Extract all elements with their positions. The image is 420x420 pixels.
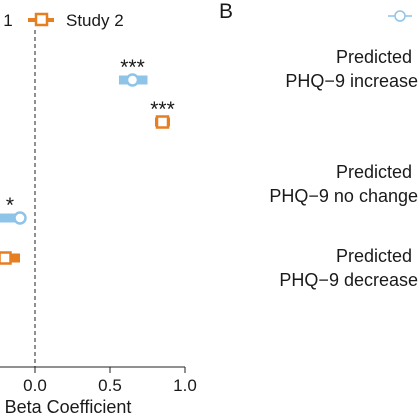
significance-stars: *** [120,56,145,79]
x-tick-label: 0.0 [23,376,47,395]
legend-marker-study-2 [34,12,49,27]
x-tick-label: 1.0 [173,376,197,395]
legend-marker-study-1-b [394,10,406,22]
significance-stars: * [6,194,14,217]
row-label-line-2: PHQ−9 decrease [279,270,418,290]
panel-b: B Predicted PHQ−9 increase Predicted PHQ−9 n… [219,0,418,290]
row-label-line-1: Predicted [336,162,412,182]
point-estimate-square [155,115,170,129]
point-estimate-circle [13,211,27,225]
row-label-line-2: PHQ−9 no change [269,186,418,206]
x-axis-title: Beta Coefficient [5,397,132,417]
panel-b-label: B [219,0,233,23]
x-tick-label: 0.5 [98,376,122,395]
legend-label-study-1: y 1 [0,11,13,30]
point-estimate-circle [125,73,140,87]
point-estimate-square [0,251,12,265]
row-label-line-1: Predicted [336,47,412,67]
row-label-line-1: Predicted [336,246,412,266]
row-label-line-2: PHQ−9 increase [285,71,418,91]
legend-label-study-2: Study 2 [66,11,124,30]
significance-stars: *** [150,98,175,121]
